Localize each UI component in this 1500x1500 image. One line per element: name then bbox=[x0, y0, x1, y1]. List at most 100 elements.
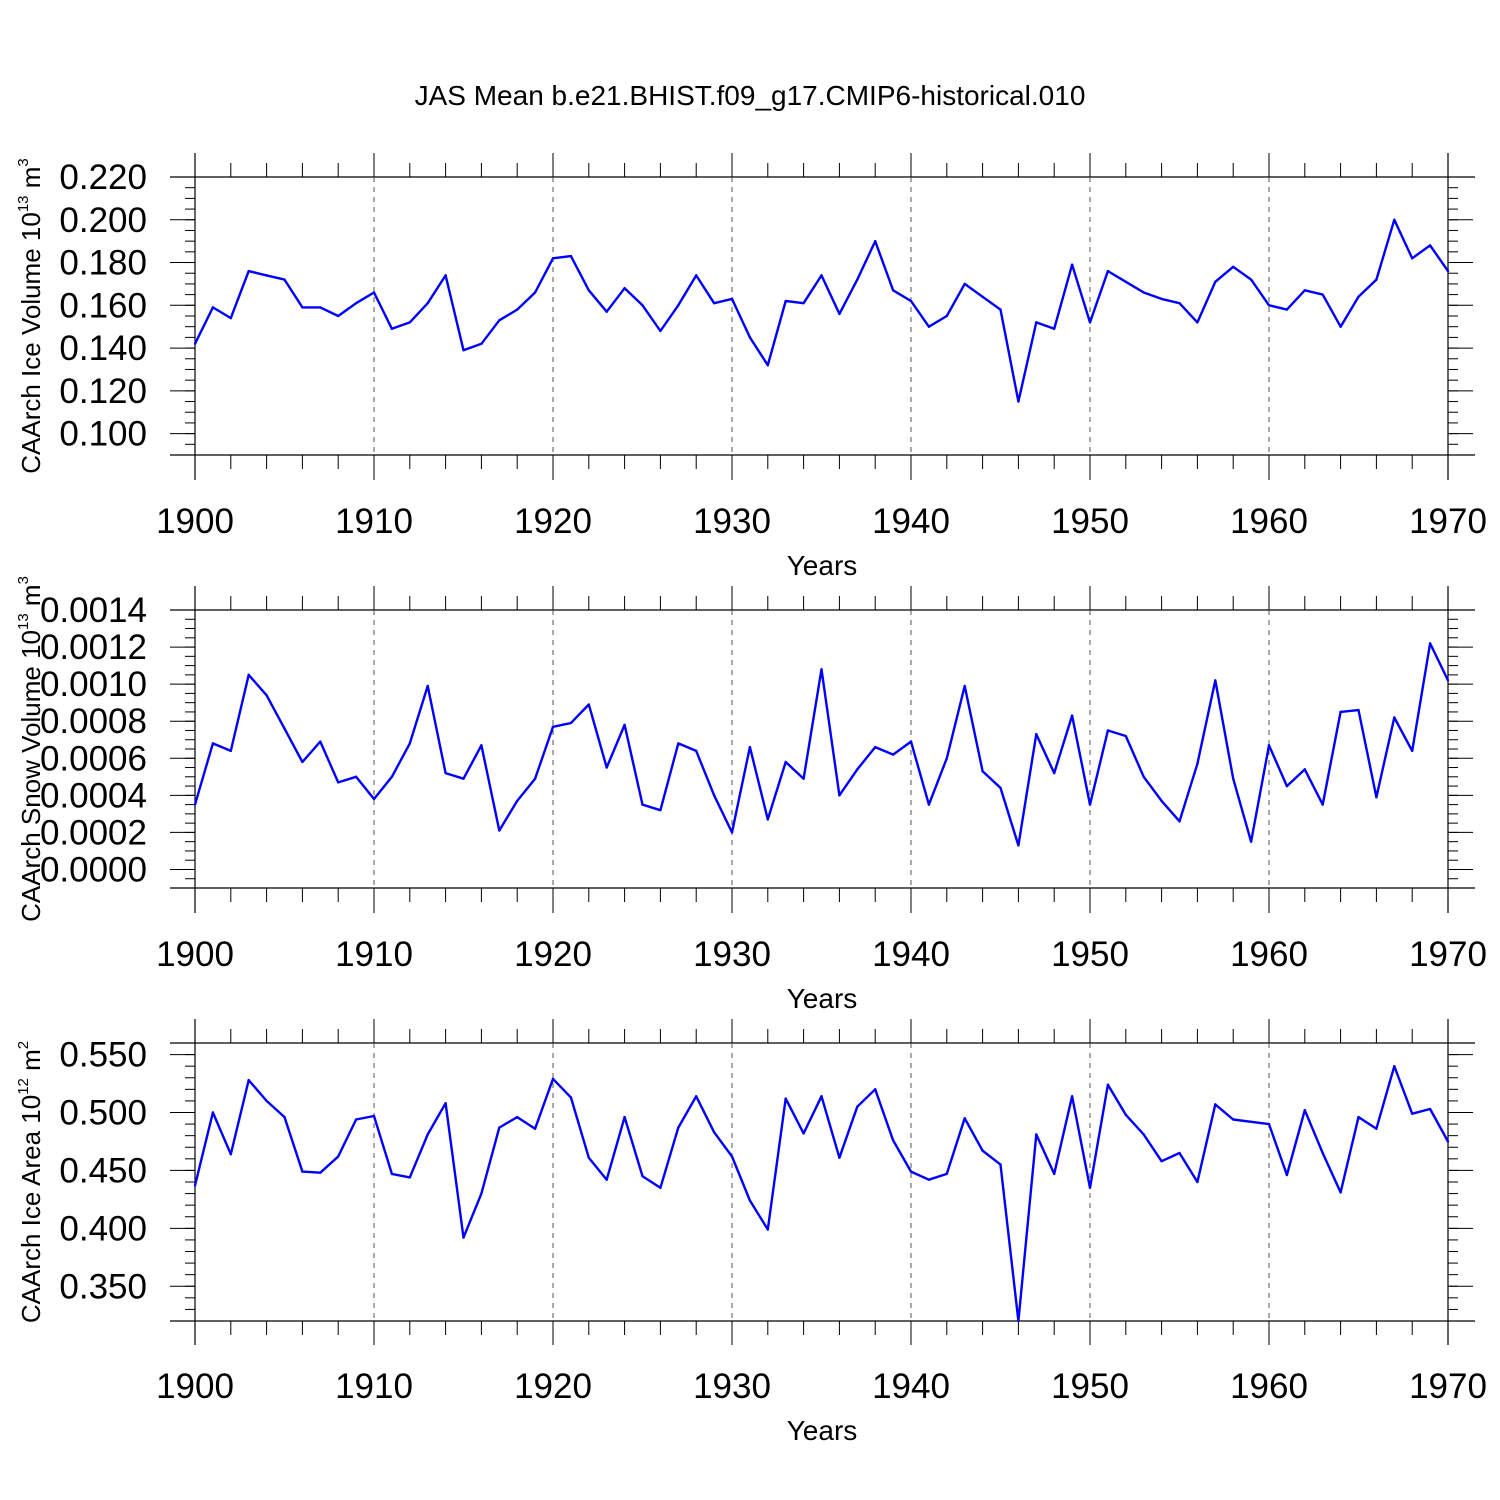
data-point bbox=[337, 314, 340, 318]
data-point bbox=[265, 694, 268, 697]
data-point bbox=[372, 797, 376, 801]
data-point bbox=[408, 742, 411, 745]
data-point bbox=[838, 1156, 841, 1159]
data-point bbox=[1178, 301, 1181, 305]
data-point bbox=[1017, 844, 1020, 847]
x-tick-label: 1940 bbox=[872, 935, 950, 974]
data-point bbox=[1053, 1172, 1056, 1176]
data-point bbox=[945, 1172, 948, 1176]
data-point bbox=[1267, 304, 1271, 307]
data-point bbox=[1106, 1083, 1110, 1086]
data-point bbox=[551, 725, 555, 728]
data-point bbox=[820, 274, 823, 277]
data-point bbox=[193, 1184, 197, 1187]
y-tick-label: 0.0002 bbox=[40, 813, 147, 852]
y-tick-label: 0.220 bbox=[59, 158, 147, 197]
y-tick-label: 0.200 bbox=[59, 201, 147, 240]
y-tick-label: 0.0006 bbox=[40, 739, 147, 778]
data-point bbox=[641, 1175, 644, 1178]
data-point bbox=[820, 668, 823, 671]
data-point bbox=[1124, 1113, 1128, 1117]
data-point bbox=[1303, 289, 1307, 292]
data-point bbox=[1142, 291, 1145, 294]
data-point bbox=[1357, 1115, 1360, 1119]
data-point bbox=[1142, 1133, 1145, 1136]
data-point bbox=[909, 299, 913, 303]
data-point bbox=[301, 1170, 304, 1173]
data-point bbox=[211, 742, 215, 745]
data-point bbox=[229, 1153, 232, 1156]
x-axis-label: Years bbox=[787, 1415, 858, 1446]
data-point bbox=[1428, 1107, 1432, 1111]
data-point bbox=[193, 803, 197, 806]
data-point bbox=[390, 327, 394, 331]
data-point bbox=[623, 1115, 626, 1119]
data-point bbox=[1070, 1095, 1074, 1098]
y-tick-label: 0.0008 bbox=[40, 702, 147, 741]
data-point bbox=[1196, 321, 1199, 324]
data-point bbox=[963, 684, 966, 688]
data-point bbox=[963, 282, 966, 286]
y-tick-label: 0.0000 bbox=[40, 850, 147, 889]
data-point bbox=[1393, 218, 1396, 221]
x-tick-label: 1930 bbox=[693, 1367, 771, 1406]
data-point bbox=[1267, 1122, 1271, 1126]
data-point bbox=[1160, 297, 1163, 301]
data-point bbox=[927, 803, 931, 806]
data-point bbox=[1339, 710, 1342, 714]
data-point bbox=[480, 342, 483, 345]
data-point bbox=[1249, 1120, 1253, 1123]
data-point bbox=[1267, 744, 1271, 747]
data-point bbox=[551, 257, 555, 260]
data-point bbox=[1053, 327, 1056, 331]
y-tick-label: 0.0004 bbox=[40, 776, 147, 815]
data-point bbox=[712, 794, 716, 797]
data-point bbox=[372, 291, 376, 294]
data-point bbox=[1232, 777, 1235, 780]
data-point bbox=[426, 1133, 429, 1136]
panel-3: 0.350 0.400 0.450 0.500 0.550 1900 1910 1920 193… bbox=[15, 1019, 1487, 1446]
data-point bbox=[426, 684, 429, 688]
data-point bbox=[820, 1095, 823, 1098]
data-point bbox=[1035, 732, 1038, 736]
data-point bbox=[981, 295, 984, 298]
data-point bbox=[1160, 1159, 1163, 1163]
x-tick-label: 1940 bbox=[872, 502, 950, 541]
figure-title: JAS Mean b.e21.BHIST.f09_g17.CMIP6-histo… bbox=[415, 80, 1086, 111]
data-point bbox=[1035, 321, 1038, 324]
data-point bbox=[748, 1199, 752, 1202]
data-point bbox=[1375, 795, 1378, 799]
data-point bbox=[319, 740, 322, 743]
x-tick-label: 1950 bbox=[1051, 1367, 1129, 1406]
panel-2: 0.00000.00020.00040.00060.00080.00100.00… bbox=[15, 576, 1487, 1014]
y-tick-label: 0.500 bbox=[59, 1094, 147, 1133]
data-point bbox=[1357, 708, 1360, 712]
data-point bbox=[802, 1132, 805, 1135]
data-point bbox=[516, 1115, 519, 1119]
y-axis-label-unit: m bbox=[16, 1049, 46, 1078]
data-point bbox=[1393, 1064, 1396, 1068]
data-point bbox=[247, 1078, 250, 1082]
data-point bbox=[587, 703, 590, 706]
y-axis-label-unit-exponent: 3 bbox=[15, 576, 32, 584]
data-point bbox=[1053, 771, 1056, 775]
data-point bbox=[999, 1163, 1002, 1166]
data-point bbox=[623, 723, 626, 727]
data-point bbox=[1321, 1151, 1324, 1155]
data-point bbox=[408, 1176, 411, 1179]
data-point bbox=[1339, 325, 1342, 328]
data-point bbox=[909, 740, 913, 743]
data-point bbox=[784, 299, 787, 303]
data-point bbox=[265, 274, 268, 277]
data-point bbox=[1196, 1180, 1199, 1184]
y-axis-label: CAArch Snow Volume 1013 m3 bbox=[15, 576, 46, 922]
y-tick-label: 0.0010 bbox=[40, 665, 147, 704]
data-point bbox=[712, 301, 716, 305]
data-point bbox=[945, 314, 948, 318]
y-axis-label: CAArch Ice Area 1012 m2 bbox=[15, 1041, 46, 1323]
data-point bbox=[1446, 1140, 1450, 1143]
y-axis-label-text: CAArch Ice Volume 10 bbox=[16, 212, 46, 474]
y-tick-label: 0.140 bbox=[59, 329, 147, 368]
